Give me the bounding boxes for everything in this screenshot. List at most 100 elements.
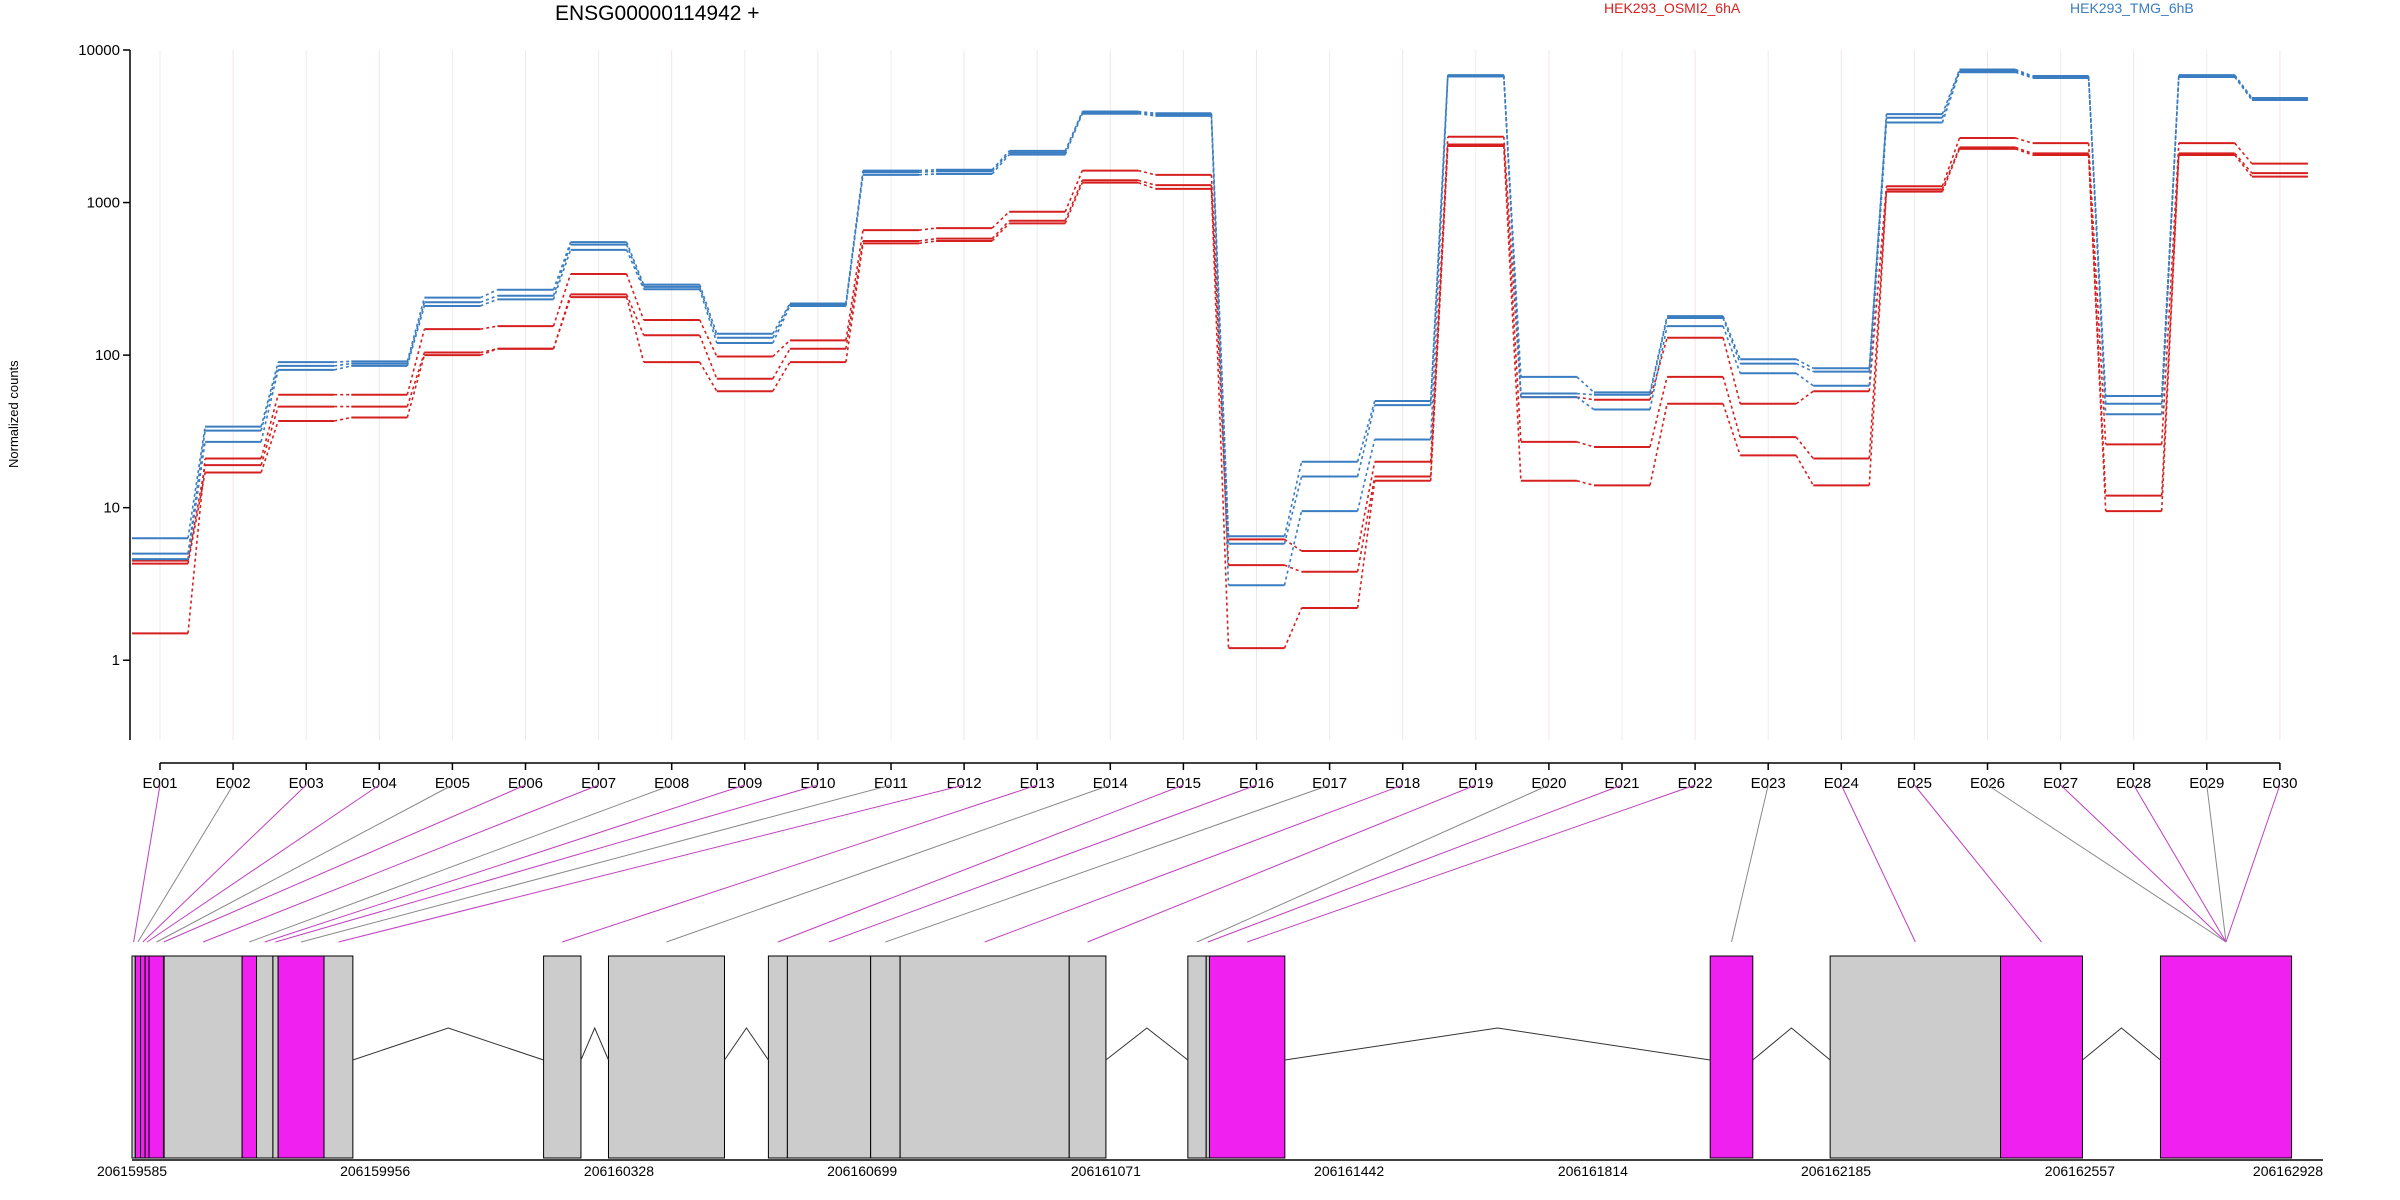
series-connector [991,211,1010,229]
intron-connector [724,1027,769,1061]
series-connector [1429,76,1449,440]
series-connector [260,369,279,443]
y-tick-label: 1000 [87,195,120,212]
series-connector [625,296,645,363]
series-connector [772,304,791,339]
exon-mapping-line [137,784,234,943]
series-connector [918,237,937,242]
series-connector [1941,71,1961,123]
exon-mapping-line [1731,784,1769,943]
exon-block [786,955,872,1159]
series-connector [845,240,864,349]
series-connector [698,286,718,338]
genomic-tick-label: 206161442 [1314,1163,1384,1179]
series-connector [260,406,279,466]
exon-mapping-line [163,784,526,943]
series-connector [187,426,206,539]
series-connector [1356,400,1376,462]
series-connector [772,305,791,344]
x-tick-label: E027 [2043,775,2078,792]
series-connector [918,170,937,174]
series-connector [625,241,645,285]
series-connector [1503,144,1522,442]
series-connector [2234,152,2253,174]
legend-entry-tmg: HEK293_TMG_6hB [2070,0,2194,16]
exon-block [134,955,142,1159]
series-connector [698,334,718,380]
series-connector [1138,111,1156,116]
exon-mapping-line [1196,784,1550,943]
series-connector [1429,136,1449,462]
exon-block [323,955,354,1159]
exon-block [2000,955,2083,1159]
series-connector [772,361,791,392]
series-connector [1210,188,1230,649]
series-connector [772,339,791,358]
intron-connector [1284,1027,1711,1061]
series-connector [406,297,426,362]
series-connector [1649,337,1668,400]
series-connector [2015,137,2033,144]
exon-mapping-line [562,784,1038,943]
x-tick-label: E030 [2262,775,2297,792]
series-connector [334,360,352,363]
x-tick-label: E011 [874,775,908,792]
y-tick-label: 10000 [78,42,120,59]
x-tick-label: E021 [1604,775,1639,792]
series-connector [334,362,352,367]
series-connector [1064,170,1084,213]
series-connector [1064,113,1084,155]
series-connector [1503,145,1522,481]
series-connector [1649,317,1668,395]
series-connector [699,361,718,392]
series-connector [1064,182,1084,224]
x-tick-label: E007 [581,775,616,792]
series-connector [2160,143,2180,445]
exon-mapping-line [202,784,599,943]
series-connector [480,325,498,330]
series-connector [1138,181,1156,190]
series-connector [1795,390,1814,405]
exon-mapping-line [1914,784,2042,943]
exon-mapping-line [300,784,892,943]
series-connector [1722,315,1741,360]
series-connector [991,222,1010,242]
exon-block [163,955,243,1159]
x-tick-label: E012 [947,775,982,792]
series-connector [1722,317,1741,364]
series-connector [2160,76,2180,415]
exon-mapping-line [666,784,1111,943]
series-connector [1138,110,1156,115]
exon-block [272,955,279,1159]
exon-block [256,955,274,1159]
exon-block [1068,955,1107,1159]
exon-block [241,955,258,1159]
exon-mapping-line [275,784,819,943]
series-connector [918,173,937,176]
series-connector [625,244,645,288]
exon-mapping-line [2060,784,2227,943]
x-tick-label: E015 [1166,775,1201,792]
series-connector [1722,376,1741,438]
series-connector [1429,75,1449,402]
exon-block [2159,955,2293,1159]
series-connector [1576,392,1595,396]
exon-block [543,955,582,1159]
intron-connector [580,1026,609,1061]
series-connector [1138,179,1156,186]
x-tick-label: E003 [289,775,324,792]
series-connector [1649,315,1668,393]
series-group [132,143,2308,573]
series-connector [1649,325,1668,410]
genomic-tick-label: 206160328 [584,1163,654,1179]
series-connector [1795,362,1814,373]
genomic-tick-label: 206162557 [2045,1163,2115,1179]
series-connector [1576,396,1595,401]
series-connector [406,354,426,418]
series-connector [1941,137,1961,187]
genomic-tick-label: 206161071 [1071,1163,1141,1179]
series-connector [1064,179,1084,222]
series-connector [1576,441,1595,448]
series-connector [1722,337,1741,404]
